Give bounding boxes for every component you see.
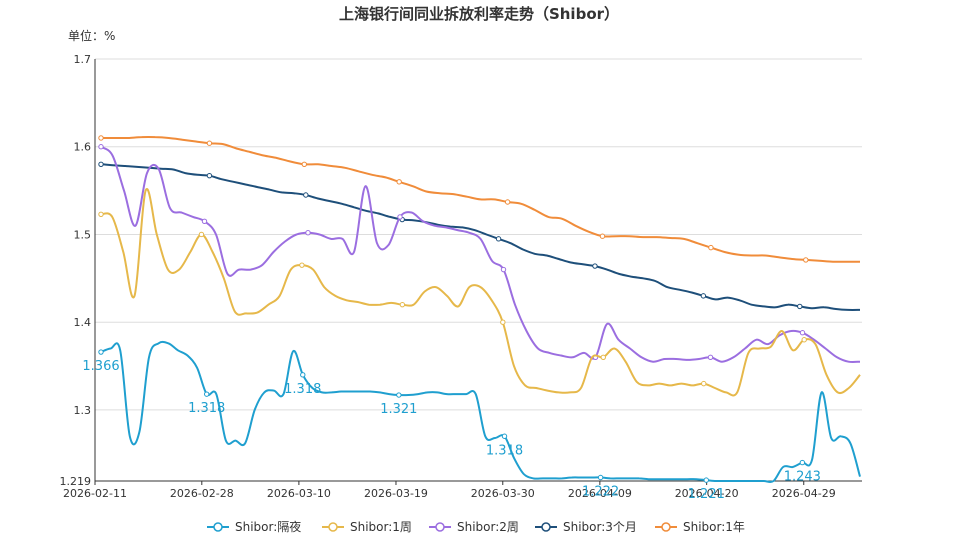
series-point-1 (801, 337, 807, 343)
series-point-1 (500, 319, 506, 325)
series-point-2 (98, 144, 104, 150)
series-point-3 (592, 263, 598, 269)
series-group (98, 135, 861, 484)
series-point-3 (98, 161, 104, 167)
x-tick-label: 2026-02-11 (63, 487, 127, 500)
series-line-2 (100, 145, 861, 364)
data-label: 1.318 (284, 382, 321, 397)
x-tick-label: 2026-04-29 (772, 487, 836, 500)
legend-label-0[interactable]: Shibor:隔夜 (235, 519, 301, 534)
data-label: 1.318 (188, 401, 225, 416)
series-point-2 (500, 266, 507, 273)
legend-marker-1 (328, 522, 338, 532)
series-line-1 (100, 187, 861, 397)
chart-title: 上海银行间同业拆放利率走势（Shibor） (339, 5, 619, 23)
series-point-0 (300, 372, 306, 378)
legend-label-1[interactable]: Shibor:1周 (350, 520, 412, 534)
y-tick-label: 1.3 (74, 404, 92, 417)
series-point-4 (599, 233, 606, 239)
series-point-4 (396, 179, 402, 185)
series-point-2 (201, 218, 208, 225)
data-label: 1.366 (82, 359, 119, 374)
series-point-4 (206, 140, 213, 146)
series-point-0 (799, 459, 806, 466)
series-point-2 (707, 354, 714, 360)
x-tick-label: 2026-04-20 (675, 487, 739, 500)
legend-label-2[interactable]: Shibor:2周 (457, 520, 519, 534)
series-point-2 (397, 214, 403, 220)
legend-marker-0 (213, 522, 223, 532)
series-point-0 (203, 391, 210, 397)
y-tick-label: 1.7 (74, 53, 92, 66)
series-point-4 (708, 244, 714, 251)
data-labels: 1.366 1.318 1.318 1.321 1.318 1.222 1.221 1.243 (82, 359, 821, 502)
data-label: 1.222 (582, 484, 619, 499)
grid: 1.7 1.6 1.5 1.4 1.3 1.219 (60, 53, 862, 488)
legend-label-4[interactable]: Shibor:1年 (683, 520, 745, 534)
series-point-1 (198, 231, 205, 238)
y-tick-label: 1.4 (74, 316, 92, 329)
series-point-0 (501, 433, 508, 439)
x-tick-label: 2026-02-28 (170, 487, 234, 500)
x-tick-label: 2026-03-10 (267, 487, 331, 500)
unit-label: 单位：% (68, 28, 115, 43)
series-point-3 (797, 303, 803, 310)
axes: 2026-02-11 2026-02-28 2026-03-10 2026-03-19… (63, 59, 862, 500)
x-tick-label: 2026-03-30 (471, 487, 535, 500)
series-point-3 (495, 236, 502, 242)
x-tick-label: 2026-03-19 (364, 487, 428, 500)
series-point-3 (700, 293, 707, 299)
data-label: 1.318 (486, 443, 523, 458)
series-point-2 (305, 230, 311, 236)
y-tick-label: 1.5 (74, 228, 92, 241)
y-tick-label: 1.219 (60, 475, 92, 488)
series-point-1 (98, 211, 104, 217)
series-point-4 (803, 257, 809, 263)
series-point-4 (98, 135, 104, 141)
series-point-1 (600, 354, 606, 360)
y-tick-label: 1.6 (74, 141, 92, 154)
series-line-3 (100, 163, 861, 311)
data-label: 1.221 (688, 487, 725, 502)
series-point-0 (98, 349, 104, 355)
data-label: 1.321 (380, 402, 417, 417)
legend-marker-3 (541, 522, 551, 532)
series-point-0 (703, 477, 709, 483)
legend-label-3[interactable]: Shibor:3个月 (563, 520, 637, 534)
legend-marker-2 (435, 522, 445, 532)
series-point-4 (504, 199, 511, 205)
series-point-0 (396, 392, 402, 398)
series-line-0 (100, 340, 861, 484)
series-line-4 (101, 135, 860, 263)
legend[interactable]: Shibor:隔夜 Shibor:1周 Shibor:2周 Shibor:3个月 Shi… (207, 519, 745, 534)
series-point-0 (597, 474, 604, 481)
series-point-3 (206, 172, 213, 179)
series-point-3 (303, 192, 309, 198)
series-point-1 (701, 380, 707, 387)
series-point-1 (299, 262, 305, 268)
series-point-4 (301, 161, 308, 167)
data-label: 1.243 (784, 470, 821, 485)
series-point-2 (799, 330, 806, 336)
x-tick-label: 2026-04-09 (568, 487, 632, 500)
legend-marker-4 (661, 522, 671, 532)
series-point-1 (399, 301, 406, 308)
